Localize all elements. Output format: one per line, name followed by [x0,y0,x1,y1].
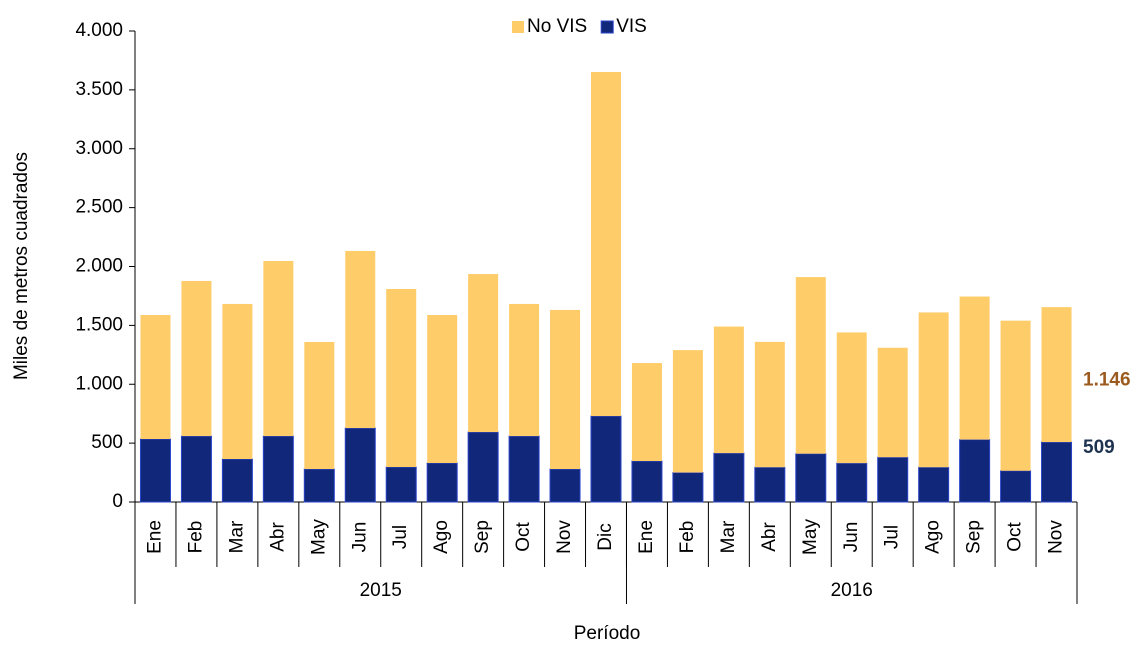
bar-segment [631,460,663,503]
legend-swatch [600,20,614,34]
y-tick-label: 500 [91,432,123,453]
bar-segment [550,309,581,470]
bar-segment [222,303,253,460]
x-tick-label: Ene [636,520,657,554]
value-label: 509 [1083,437,1115,458]
bar-segment [345,250,376,429]
y-tick-label: 3.000 [75,138,123,159]
y-tick-label: 4.000 [75,20,123,41]
bar-segment [836,332,867,464]
bar-segment [877,347,908,458]
x-tick-label: Jun [349,522,370,553]
y-tick-label: 2.000 [75,256,123,277]
y-axis-title: Miles de metros cuadrados [11,152,32,380]
x-tick-label: Jul [882,525,903,549]
x-tick-label: Ago [431,520,452,554]
bar-segment [221,458,253,503]
bar-segment [180,435,212,503]
bar-segment [303,468,335,503]
x-tick-label: Feb [677,521,698,554]
bar-segment [427,315,458,464]
y-tick-label: 0 [112,491,123,512]
bar-segment [672,350,703,473]
legend-label: VIS [616,16,647,37]
bar-segment [713,452,745,503]
x-tick-label: Nov [554,520,575,554]
legend-swatch [512,21,524,33]
bar-segment [591,71,621,417]
bar-segment [467,431,499,503]
bar-segment [959,296,990,440]
x-tick-label: Dic [595,523,616,550]
x-tick-label: Feb [185,521,206,554]
x-tick-label: Oct [513,522,534,552]
value-label: 1.146 [1083,370,1131,391]
x-tick-label: Jun [841,522,862,553]
bar-segment [877,456,909,503]
bar-segment [959,439,991,503]
x-tick-label: May [308,519,329,555]
bar-segment [795,453,827,503]
bar-segment [1000,320,1031,471]
bar-segment [181,280,212,437]
x-tick-label: Abr [267,522,288,552]
y-tick-label: 2.500 [75,197,123,218]
bar-segment [385,466,417,503]
bar-segment [139,438,171,503]
bar-segment [1041,307,1072,443]
bar-segment [672,472,704,503]
bar-segment [918,466,950,503]
bar-segment [468,274,499,433]
bar-segment [631,363,662,462]
bar-segment [509,303,540,437]
bar-segment [795,277,826,454]
bar-segment [754,466,786,503]
x-tick-label: Jul [390,525,411,549]
group-label: 2016 [831,580,873,601]
bar-segment [140,315,171,440]
bar-segment [508,435,540,503]
x-tick-label: Abr [759,522,780,552]
y-tick-label: 3.500 [75,79,123,100]
y-tick-label: 1.000 [75,373,123,394]
x-tick-label: Sep [472,520,493,554]
bar-segment [1000,470,1032,503]
legend-label: No VIS [527,16,587,37]
bar-segment [263,260,294,437]
x-tick-label: Ene [144,520,165,554]
x-axis-title: Período [574,623,641,644]
x-tick-label: May [800,519,821,555]
y-tick-label: 1.500 [75,314,123,335]
bar-segment [1041,441,1073,503]
group-label: 2015 [360,580,402,601]
bar-segment [754,341,785,468]
bar-segment [386,288,417,468]
bar-segment [426,462,458,503]
x-tick-label: Oct [1005,522,1026,552]
bar-segment [262,435,294,503]
x-tick-label: Sep [964,520,985,554]
x-tick-label: Nov [1046,520,1067,554]
bar-segment [344,427,376,503]
bar-segment [713,326,744,454]
bar-segment [590,415,622,503]
bar-segment [304,341,335,470]
x-tick-label: Mar [226,520,247,553]
bar-segment [918,312,949,468]
bar-segment [549,468,581,503]
x-tick-label: Mar [718,520,739,553]
x-tick-label: Ago [923,520,944,554]
bar-segment [836,462,868,503]
